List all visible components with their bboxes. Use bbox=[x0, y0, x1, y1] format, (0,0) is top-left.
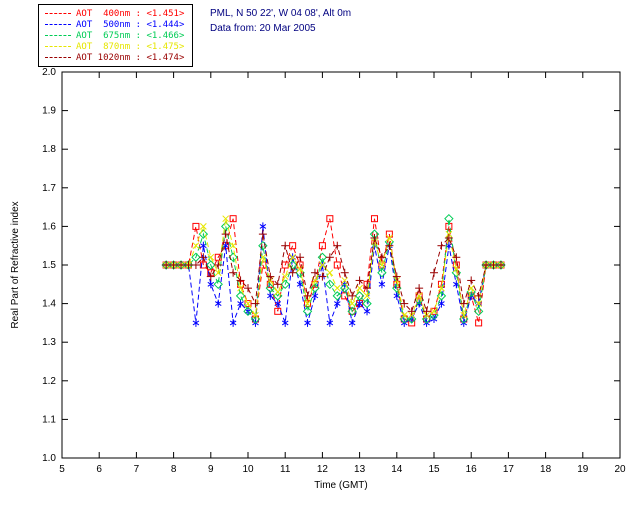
legend-label-400nm: AOT 400nm : <1.451> bbox=[76, 8, 185, 19]
svg-text:12: 12 bbox=[317, 464, 329, 475]
svg-text:6: 6 bbox=[96, 464, 102, 475]
legend-line-sample-675nm bbox=[45, 35, 71, 37]
svg-text:1.8: 1.8 bbox=[42, 144, 56, 155]
legend-label-675nm: AOT 675nm : <1.466> bbox=[76, 30, 185, 41]
legend-line-sample-870nm bbox=[45, 46, 71, 48]
svg-text:18: 18 bbox=[540, 464, 552, 475]
svg-text:Time (GMT): Time (GMT) bbox=[314, 480, 368, 491]
svg-text:2.0: 2.0 bbox=[42, 67, 56, 78]
legend-item-400nm: AOT 400nm : <1.451> bbox=[45, 8, 184, 19]
svg-text:7: 7 bbox=[134, 464, 140, 475]
svg-text:10: 10 bbox=[242, 464, 254, 475]
svg-text:Real Part of Refractive index: Real Part of Refractive index bbox=[10, 201, 21, 328]
svg-text:9: 9 bbox=[208, 464, 214, 475]
svg-text:1.0: 1.0 bbox=[42, 453, 56, 464]
svg-text:16: 16 bbox=[466, 464, 478, 475]
svg-text:1.5: 1.5 bbox=[42, 260, 56, 271]
legend-item-675nm: AOT 675nm : <1.466> bbox=[45, 30, 184, 41]
svg-text:15: 15 bbox=[428, 464, 440, 475]
svg-text:1.7: 1.7 bbox=[42, 183, 56, 194]
svg-text:8: 8 bbox=[171, 464, 177, 475]
svg-text:19: 19 bbox=[577, 464, 589, 475]
svg-text:11: 11 bbox=[280, 464, 291, 475]
legend-label-500nm: AOT 500nm : <1.444> bbox=[76, 19, 185, 30]
site-info: PML, N 50 22', W 04 08', Alt 0m bbox=[210, 8, 352, 19]
svg-text:1.9: 1.9 bbox=[42, 106, 56, 117]
svg-text:1.4: 1.4 bbox=[42, 299, 56, 310]
legend-label-870nm: AOT 870nm : <1.475> bbox=[76, 41, 185, 52]
legend-line-sample-1020nm bbox=[45, 57, 71, 59]
legend-line-sample-400nm bbox=[45, 13, 71, 15]
data-date: Data from: 20 Mar 2005 bbox=[210, 23, 316, 34]
svg-text:1.3: 1.3 bbox=[42, 337, 56, 348]
legend: AOT 400nm : <1.451> AOT 500nm : <1.444> … bbox=[38, 4, 194, 67]
plot-header: PML, N 50 22', W 04 08', Alt 0m Data fro… bbox=[210, 6, 351, 36]
svg-text:13: 13 bbox=[354, 464, 366, 475]
legend-line-sample-500nm bbox=[45, 24, 71, 26]
svg-text:1.6: 1.6 bbox=[42, 221, 56, 232]
legend-item-870nm: AOT 870nm : <1.475> bbox=[45, 41, 184, 52]
legend-item-1020nm: AOT 1020nm : <1.474> bbox=[45, 52, 184, 63]
svg-text:1.2: 1.2 bbox=[42, 376, 56, 387]
svg-text:14: 14 bbox=[391, 464, 403, 475]
svg-text:5: 5 bbox=[59, 464, 65, 475]
legend-label-1020nm: AOT 1020nm : <1.474> bbox=[76, 52, 185, 63]
svg-text:20: 20 bbox=[614, 464, 626, 475]
legend-item-500nm: AOT 500nm : <1.444> bbox=[45, 19, 184, 30]
svg-text:1.1: 1.1 bbox=[42, 414, 56, 425]
svg-text:17: 17 bbox=[503, 464, 515, 475]
